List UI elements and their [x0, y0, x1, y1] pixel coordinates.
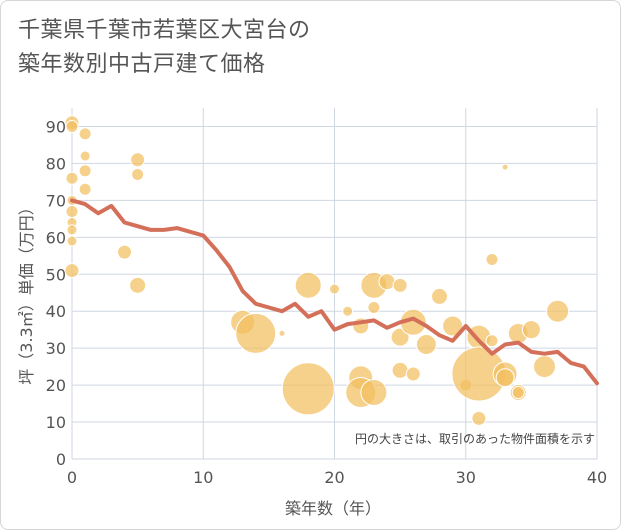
x-tick-label-0: 0 [67, 468, 77, 487]
bubble-44 [485, 334, 499, 348]
bubble-4 [78, 164, 92, 178]
title-line-1: 千葉県千葉市若葉区大宮台の [18, 18, 311, 43]
bubble-2 [78, 127, 92, 141]
trend-line [70, 198, 599, 386]
chart-title: 千葉県千葉市若葉区大宮台の 築年数別中古戸建て価格 [18, 14, 311, 82]
bubble-42 [471, 410, 487, 426]
bubble-35 [405, 366, 421, 382]
x-tick-label-2: 20 [324, 468, 344, 487]
title-line-2: 築年数別中古戸建て価格 [18, 52, 266, 77]
x-tick-label-1: 10 [193, 468, 213, 487]
bubble-size-note: 円の大きさは、取引のあった物件面積を示す [355, 431, 595, 446]
trend-line-layer [70, 198, 599, 386]
bubble-50 [511, 385, 525, 399]
bubble-51 [521, 320, 541, 340]
bubble-28 [367, 301, 381, 315]
bubble-22 [329, 283, 340, 295]
x-axis-title: 築年数（年） [285, 499, 381, 518]
bubble-19 [278, 329, 286, 337]
y-tick-label-6: 60 [46, 228, 66, 247]
bubbles-layer [64, 115, 570, 426]
bubble-43 [485, 252, 499, 266]
bubble-21 [281, 362, 335, 416]
bubble-36 [415, 333, 437, 355]
bubble-16 [129, 276, 147, 294]
bubble-6 [78, 182, 92, 196]
bubble-15 [117, 244, 132, 260]
bubble-52 [533, 355, 556, 379]
tick-labels: 0 10 20 30 40 50 60 70 80 90 0 10 20 30 40 [46, 117, 608, 487]
bubble-18 [235, 312, 277, 354]
bubble-8 [65, 204, 79, 218]
y-tick-label-9: 90 [46, 117, 66, 136]
y-tick-label-5: 50 [46, 265, 66, 284]
x-tick-label-3: 30 [456, 468, 476, 487]
bubble-30 [378, 273, 396, 291]
y-tick-label-4: 40 [46, 302, 66, 321]
bubble-12 [64, 263, 80, 279]
x-tick-label-4: 40 [587, 468, 607, 487]
bubble-33 [391, 361, 409, 379]
grid-lines [71, 108, 598, 460]
bubble-20 [294, 271, 322, 299]
bubble-47 [495, 368, 515, 388]
bubble-53 [546, 299, 570, 323]
bubble-29 [360, 378, 388, 406]
y-tick-label-1: 10 [46, 413, 66, 432]
bubble-10 [66, 224, 78, 236]
bubble-45 [501, 163, 509, 171]
bubble-37 [431, 287, 448, 305]
y-tick-label-2: 20 [46, 376, 66, 395]
y-axis-title: 坪（3.3㎡）単価（万円） [17, 199, 36, 384]
y-tick-label-8: 80 [46, 154, 66, 173]
y-tick-label-3: 30 [46, 339, 66, 358]
y-tick-label-0: 0 [56, 450, 66, 469]
bubble-38 [442, 315, 464, 337]
bubble-5 [65, 171, 79, 185]
bubble-31 [392, 277, 408, 293]
bubble-14 [131, 168, 145, 182]
bubble-1 [65, 119, 79, 133]
bubble-13 [130, 152, 146, 168]
y-tick-label-7: 70 [46, 191, 66, 210]
bubble-3 [79, 150, 91, 162]
bubble-23 [342, 305, 354, 317]
bubble-11 [66, 235, 78, 247]
